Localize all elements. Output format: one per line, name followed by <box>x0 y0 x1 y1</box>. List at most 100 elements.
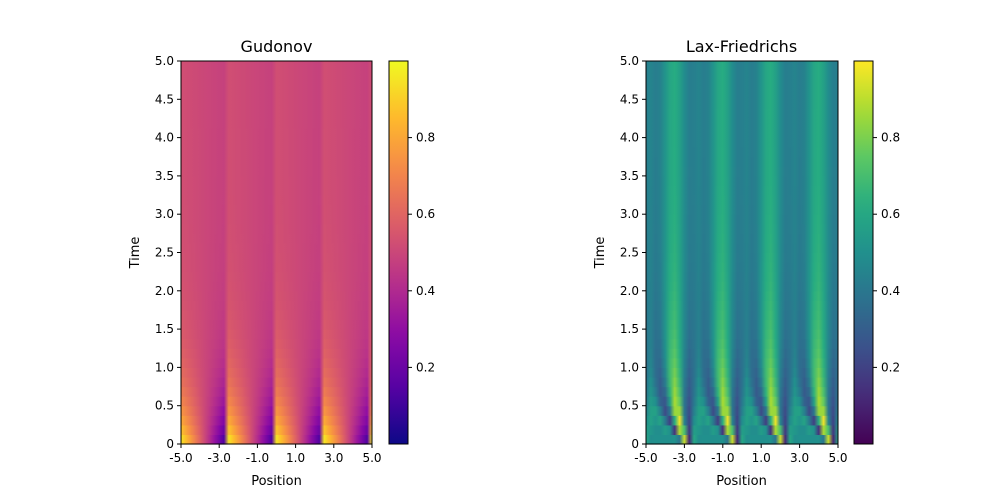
heatmap-row <box>646 281 838 292</box>
heatmap-row <box>181 319 372 330</box>
heatmap-row <box>646 300 838 311</box>
y-tick-label: 4.0 <box>620 131 639 145</box>
y-tick-label: 2.0 <box>155 284 174 298</box>
heatmap-row <box>646 156 838 167</box>
heatmap-row <box>646 424 838 436</box>
heatmap-row <box>646 357 838 368</box>
colorbar-gradient <box>388 60 409 445</box>
x-tick-label: 5.0 <box>362 451 381 465</box>
heatmap-row <box>181 309 372 321</box>
y-tick-label: 5.0 <box>620 54 639 68</box>
colorbar-tick-label: 0.2 <box>416 360 435 374</box>
y-tick-label: 1.0 <box>155 360 174 374</box>
y-tick-label: 2.0 <box>620 284 639 298</box>
heatmap-row <box>646 338 838 349</box>
heatmap-row <box>646 70 838 81</box>
heatmap-plot-area <box>180 60 373 445</box>
y-tick-label: 4.5 <box>155 92 174 106</box>
y-tick-label: 0 <box>631 437 639 451</box>
x-ticks: -5.0 -3.0 -1.0 1.0 3.0 5.0 <box>169 444 382 465</box>
heatmap-row <box>646 80 838 91</box>
colorbar: 0.2 0.4 0.6 0.8 <box>388 60 435 445</box>
heatmap-row <box>181 147 372 158</box>
heatmap-row <box>181 424 372 436</box>
heatmap-row <box>181 214 372 225</box>
y-tick-label: 1.0 <box>620 360 639 374</box>
x-tick-label: 1.0 <box>286 451 305 465</box>
x-tick-label: 5.0 <box>828 451 847 465</box>
y-tick-label: 0 <box>166 437 174 451</box>
y-tick-label: 3.0 <box>155 207 174 221</box>
heatmap-row <box>181 252 372 263</box>
heatmap-row <box>181 156 372 167</box>
heatmap-row <box>181 338 372 349</box>
colorbar-tick-label: 0.6 <box>881 207 900 221</box>
y-tick-label: 3.5 <box>620 169 639 183</box>
chart-title: Gudonov <box>241 37 313 56</box>
heatmap-row <box>181 434 372 445</box>
heatmap-row <box>646 99 838 110</box>
colorbar-tick-label: 0.2 <box>881 360 900 374</box>
colorbar-tick-label: 0.4 <box>881 284 900 298</box>
lax-friedrichs-panel: Lax-Friedrichs 0 0.5 1.0 1.5 2.0 2.5 3.0 3.5 4.0… <box>593 37 900 489</box>
heatmap-row <box>646 89 838 100</box>
heatmap-row <box>181 396 372 407</box>
heatmap-row <box>646 386 838 397</box>
colorbar-tick-label: 0.8 <box>416 131 435 145</box>
x-axis-label: Position <box>251 474 302 489</box>
heatmap-row <box>181 367 372 378</box>
heatmap-row <box>181 195 372 206</box>
colorbar-gradient <box>853 60 874 445</box>
x-tick-label: 3.0 <box>324 451 343 465</box>
chart-title: Lax-Friedrichs <box>686 37 797 56</box>
x-tick-label: -1.0 <box>246 451 269 465</box>
heatmap-row <box>181 386 372 397</box>
heatmap-row <box>181 118 372 129</box>
heatmap-row <box>181 99 372 110</box>
heatmap-row <box>181 61 372 72</box>
heatmap-row <box>181 185 372 196</box>
x-tick-label: -1.0 <box>711 451 734 465</box>
heatmap-row <box>181 223 372 234</box>
heatmap-row <box>646 118 838 129</box>
x-tick-label: -3.0 <box>673 451 696 465</box>
heatmap-row <box>646 405 838 416</box>
heatmap-row <box>181 329 372 340</box>
x-tick-label: 3.0 <box>790 451 809 465</box>
colorbar-tick-label: 0.4 <box>416 284 435 298</box>
x-tick-label: -5.0 <box>634 451 657 465</box>
x-tick-label: -3.0 <box>207 451 230 465</box>
x-tick-label: -5.0 <box>169 451 192 465</box>
heatmap-plot-area <box>645 60 839 445</box>
heatmap-row <box>181 271 372 282</box>
heatmap-row <box>181 357 372 368</box>
heatmap-row <box>181 300 372 311</box>
heatmap-row <box>646 185 838 196</box>
heatmap-row <box>646 166 838 177</box>
heatmap-row <box>181 80 372 91</box>
heatmap-row <box>181 166 372 177</box>
y-axis-label: Time <box>128 237 143 270</box>
y-tick-label: 3.5 <box>155 169 174 183</box>
heatmap-row <box>181 204 372 215</box>
heatmap-row <box>646 271 838 282</box>
colorbar-tick-label: 0.8 <box>881 131 900 145</box>
y-tick-label: 2.5 <box>155 246 174 260</box>
heatmap-row <box>181 376 372 388</box>
heatmap-row <box>646 376 838 388</box>
heatmap-row <box>646 290 838 301</box>
heatmap-row <box>181 242 372 254</box>
heatmap-row <box>181 262 372 273</box>
heatmap-row <box>181 128 372 139</box>
y-tick-label: 5.0 <box>155 54 174 68</box>
heatmap-row <box>646 329 838 340</box>
colorbar-tick-label: 0.6 <box>416 207 435 221</box>
x-ticks: -5.0 -3.0 -1.0 1.0 3.0 5.0 <box>634 444 848 465</box>
heatmap-row <box>181 348 372 359</box>
gudonov-panel: Gudonov 00.51.01.52.02.53.03.54.04.55.0 … <box>128 37 435 489</box>
heatmap-row <box>646 223 838 234</box>
heatmap-row <box>646 204 838 215</box>
y-tick-label: 4.0 <box>155 131 174 145</box>
heatmap-row <box>646 233 838 244</box>
